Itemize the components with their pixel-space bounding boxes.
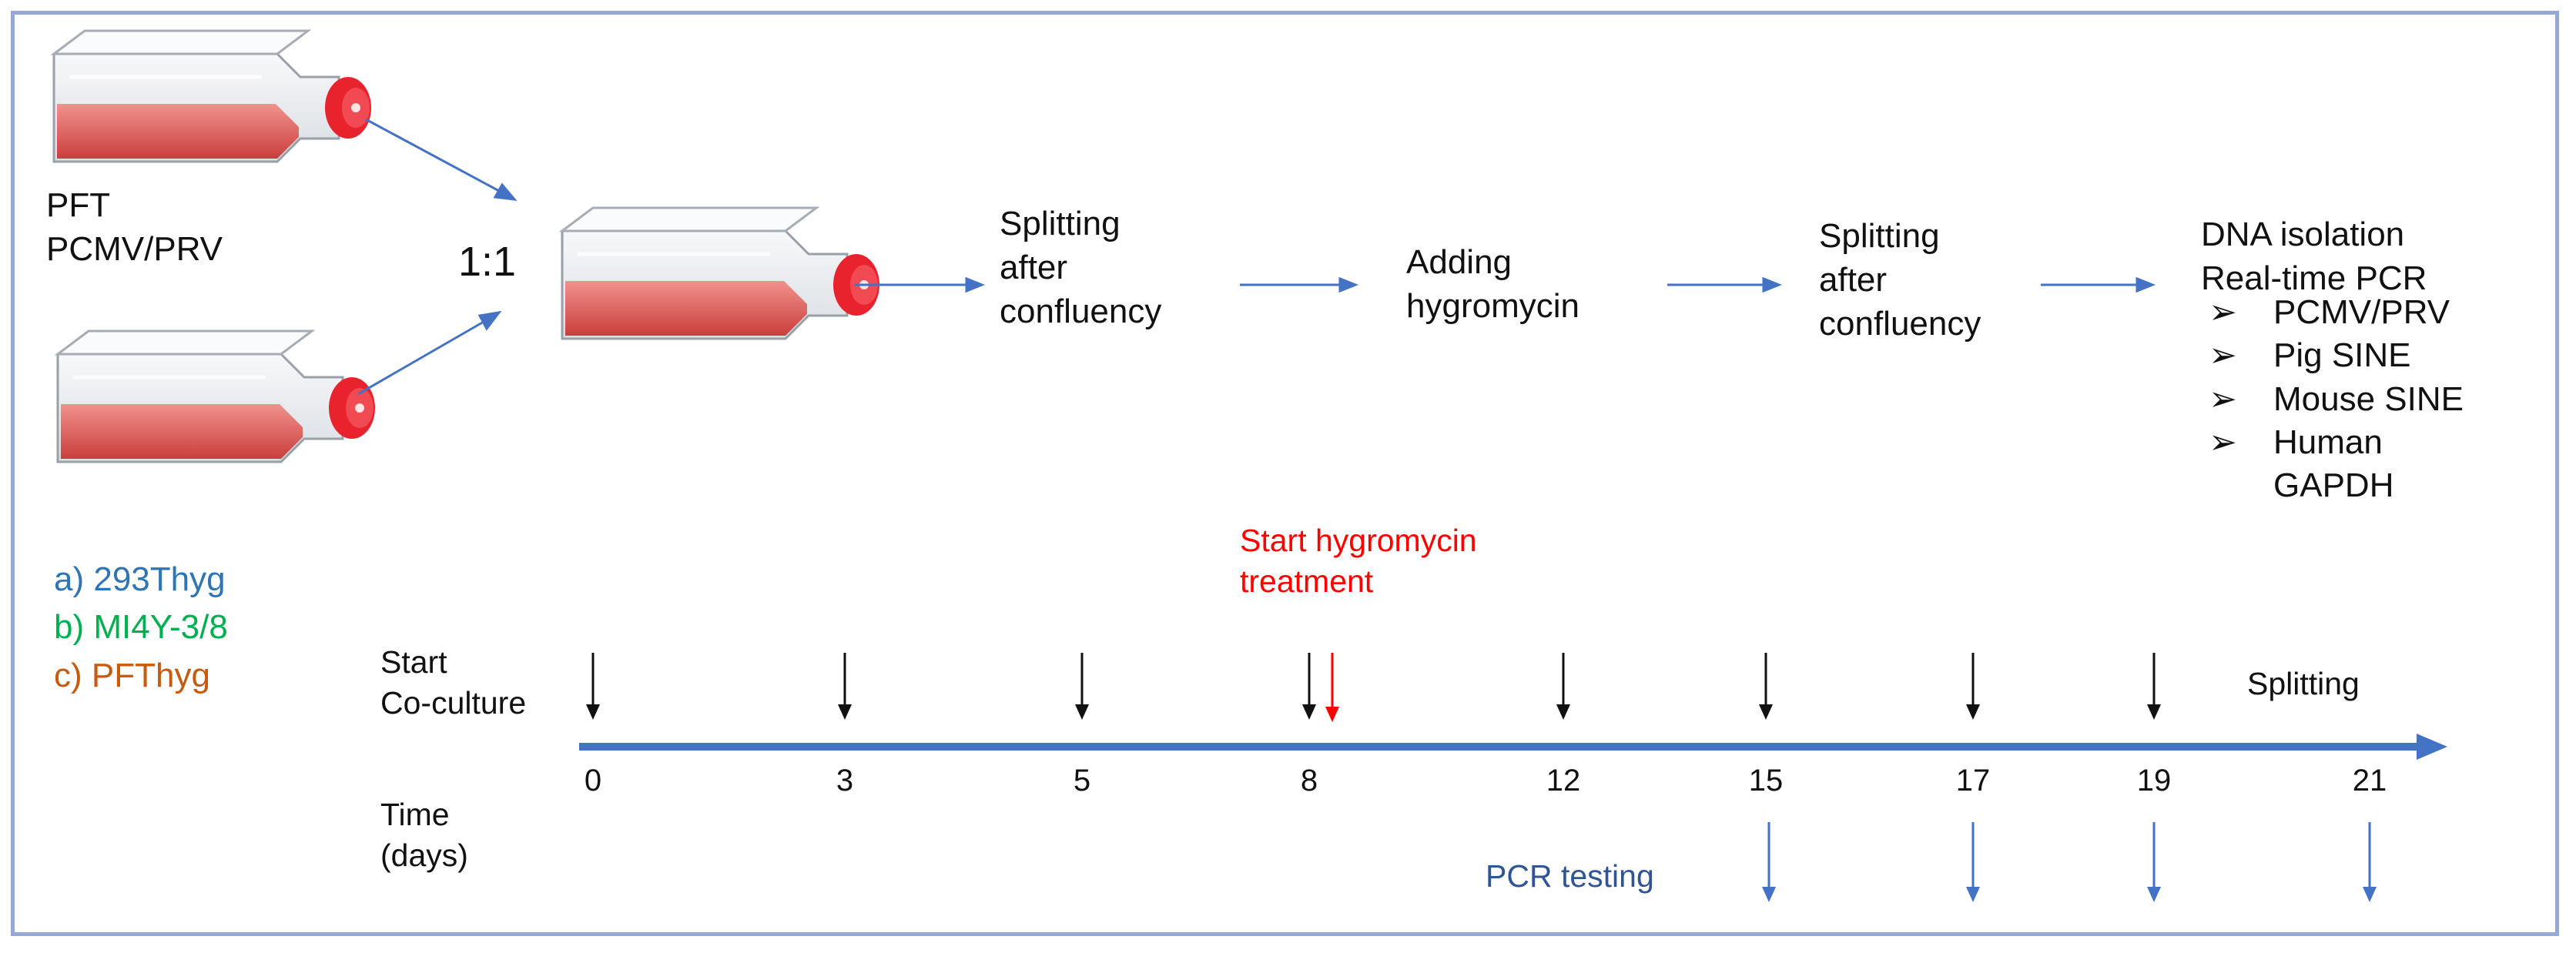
start-label-line-1: Start [380, 644, 447, 680]
target-1: ➢ PCMV/PRV [2209, 291, 2464, 334]
hygromycin-label-line-2: treatment [1240, 563, 1374, 600]
day-label-3: 3 [836, 764, 854, 798]
flask-icon-bottom [58, 331, 375, 462]
step-2-line-2: hygromycin [1406, 287, 1579, 326]
target-2: ➢ Pig SINE [2209, 334, 2464, 377]
cell-lines-list: a) 293Thyg b) MI4Y-3/8 c) PFThyg [54, 556, 228, 700]
step-splitting-1: Splitting after confluency [1000, 202, 1161, 334]
start-label-line-2: Co-culture [380, 685, 527, 721]
input-line-2: PCMV/PRV [46, 230, 223, 269]
pcr-arrow-day-15-head [1762, 887, 1776, 902]
flask-icon-coculture [562, 208, 879, 339]
step-1-line-1: Splitting [1000, 205, 1121, 242]
step-3-line-2: after [1819, 261, 1888, 299]
hygromycin-start-label: Start hygromycin treatment [1240, 520, 1477, 603]
day-label-0: 0 [584, 764, 602, 798]
pcr-testing-label: PCR testing [1486, 858, 1654, 894]
time-label: Time (days) [380, 794, 468, 877]
day-label-8: 8 [1300, 764, 1318, 798]
step-1-line-3: confluency [1000, 293, 1162, 331]
day-label-17: 17 [1955, 764, 1991, 798]
day-label-19: 19 [2136, 764, 2172, 798]
bullet-icon: ➢ [2209, 293, 2237, 331]
hygromycin-arrow-day-8-head [1325, 707, 1339, 722]
day-label-15: 15 [1748, 764, 1784, 798]
hygromycin-label-line-1: Start hygromycin [1240, 523, 1477, 558]
step-3-line-3: confluency [1819, 305, 1981, 343]
target-5: GAPDH [2273, 466, 2394, 505]
time-label-line-1: Time [380, 797, 450, 832]
analysis-targets: ➢ PCMV/PRV ➢ Pig SINE ➢ Mouse SINE ➢ Human G… [2209, 291, 2464, 508]
step-splitting-2: Splitting after confluency [1819, 214, 1981, 346]
step-1-line-2: after [1000, 249, 1068, 287]
bullet-icon: ➢ [2209, 380, 2237, 418]
flask-icon-top [54, 31, 371, 162]
day-label-21: 21 [2352, 764, 2387, 798]
analysis-block: DNA isolation Real-time PCR [2201, 212, 2427, 300]
analysis-line-1: DNA isolation [2201, 216, 2405, 253]
splitting-arrow-day-3-head [838, 704, 852, 720]
timeline-axis-arrowhead [2417, 734, 2447, 760]
figure-frame [11, 11, 2559, 936]
splitting-arrow-day-19-head [2147, 704, 2161, 720]
merge-arrowhead-top [493, 182, 518, 201]
merge-arrow-top [365, 118, 500, 192]
day-label-12: 12 [1546, 764, 1581, 798]
day-label-5: 5 [1073, 764, 1091, 798]
target-3: ➢ Mouse SINE [2209, 378, 2464, 421]
pcr-arrow-day-21-head [2363, 887, 2377, 902]
pcr-markers [1762, 822, 2377, 902]
bullet-icon: ➢ [2209, 336, 2237, 375]
step-2-line-1: Adding [1406, 243, 1512, 281]
splitting-label: Splitting [2247, 666, 2360, 701]
splitting-markers [586, 653, 2161, 720]
time-label-line-2: (days) [380, 838, 468, 874]
cell-line-a: a) 293Thyg [54, 560, 226, 598]
input-cells-label: PFT PCMV/PRV [46, 183, 223, 271]
cell-line-b: b) MI4Y-3/8 [54, 608, 228, 647]
hygromycin-marker [1325, 653, 1339, 722]
splitting-arrow-day-17-head [1966, 704, 1980, 720]
start-coculture-label: Start Co-culture [380, 642, 526, 724]
merge-arrowhead-bottom [477, 310, 502, 331]
bullet-icon: ➢ [2209, 423, 2237, 461]
pcr-arrow-day-19-head [2147, 887, 2161, 902]
ratio-label: 1:1 [458, 239, 517, 285]
merge-arrow-bottom [357, 320, 484, 396]
splitting-arrow-day-15-head [1759, 704, 1773, 720]
cell-line-c: c) PFThyg [54, 656, 210, 694]
target-4: ➢ Human [2209, 421, 2464, 464]
splitting-arrow-day-5-head [1075, 704, 1089, 720]
step-adding-hygromycin: Adding hygromycin [1406, 240, 1579, 328]
analysis-line-2: Real-time PCR [2201, 259, 2427, 298]
splitting-arrow-day-12-head [1556, 704, 1570, 720]
splitting-arrow-day-0-head [586, 704, 600, 720]
pcr-arrow-day-17-head [1966, 887, 1980, 902]
step-3-line-1: Splitting [1819, 217, 1940, 255]
input-line-1: PFT [46, 186, 111, 224]
splitting-arrow-day-8-head [1302, 704, 1316, 720]
